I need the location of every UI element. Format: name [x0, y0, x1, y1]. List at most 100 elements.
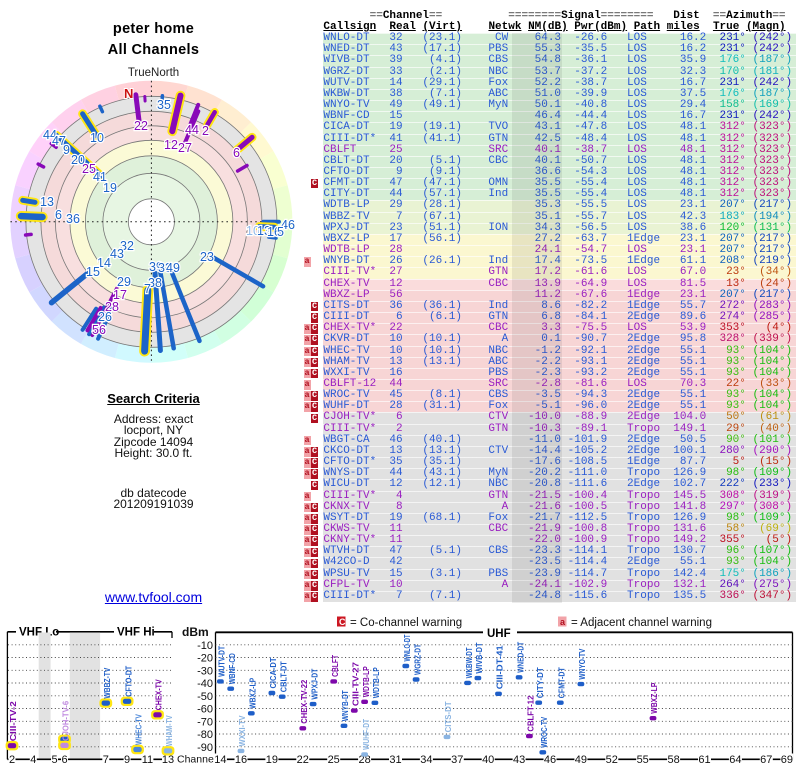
svg-text:17: 17 — [113, 288, 127, 302]
svg-text:22: 22 — [134, 119, 148, 133]
svg-text:VHF Hi: VHF Hi — [117, 627, 155, 639]
svg-text:49: 49 — [575, 754, 587, 766]
svg-text:44: 44 — [185, 123, 199, 137]
svg-text:CITS-DT: CITS-DT — [443, 701, 453, 733]
svg-text:-10: -10 — [197, 640, 213, 652]
svg-text:43: 43 — [513, 754, 525, 766]
svg-text:C: C — [339, 617, 346, 627]
svg-text:37: 37 — [451, 754, 463, 766]
svg-text:27: 27 — [178, 141, 192, 155]
svg-text:6: 6 — [61, 754, 67, 766]
svg-text:19: 19 — [266, 754, 278, 766]
svg-text:6: 6 — [233, 146, 240, 160]
svg-text:N: N — [124, 86, 133, 101]
svg-text:WNYO-TV: WNYO-TV — [577, 648, 587, 679]
svg-text:-80: -80 — [197, 729, 213, 741]
svg-text:52: 52 — [606, 754, 618, 766]
svg-text:2: 2 — [202, 124, 209, 138]
svg-text:22: 22 — [297, 754, 309, 766]
svg-text:46: 46 — [544, 754, 556, 766]
svg-text:-60: -60 — [197, 704, 213, 716]
svg-text:7: 7 — [144, 282, 151, 296]
svg-text:20: 20 — [71, 153, 85, 167]
svg-text:= Co-channel warning: = Co-channel warning — [350, 617, 462, 629]
svg-text:55: 55 — [637, 754, 649, 766]
svg-text:56: 56 — [92, 323, 106, 337]
svg-text:16: 16 — [235, 754, 247, 766]
svg-text:43: 43 — [110, 247, 124, 261]
svg-text:13: 13 — [162, 754, 174, 766]
svg-text:WBBZ-TV: WBBZ-TV — [102, 667, 112, 698]
svg-text:5: 5 — [51, 754, 57, 766]
svg-text:15: 15 — [86, 265, 100, 279]
svg-text:6: 6 — [55, 208, 62, 222]
svg-text:CFTO-DT: CFTO-DT — [123, 665, 133, 697]
svg-text:36: 36 — [66, 212, 80, 226]
svg-text:64: 64 — [729, 754, 741, 766]
svg-text:WIVB-DT: WIVB-DT — [474, 642, 484, 674]
svg-text:61: 61 — [698, 754, 710, 766]
svg-text:26: 26 — [98, 310, 112, 324]
svg-text:41: 41 — [93, 170, 107, 184]
svg-text:28: 28 — [105, 300, 119, 314]
svg-text:-30: -30 — [197, 665, 213, 677]
svg-text:14: 14 — [97, 256, 111, 270]
svg-text:= Adjacent channel warning: = Adjacent channel warning — [571, 617, 712, 629]
svg-text:40: 40 — [482, 754, 494, 766]
svg-text:WROC-TV: WROC-TV — [539, 717, 549, 748]
svg-text:69: 69 — [781, 754, 793, 766]
svg-text:WDTB-LP: WDTB-LP — [361, 666, 371, 697]
svg-text:29: 29 — [117, 275, 131, 289]
svg-text:CIII-TV-27: CIII-TV-27 — [351, 662, 361, 706]
svg-text:23: 23 — [200, 250, 214, 264]
svg-text:WHAM-TV: WHAM-TV — [164, 715, 174, 746]
svg-text:9: 9 — [124, 754, 130, 766]
svg-text:WHEC-TV: WHEC-TV — [134, 714, 144, 745]
svg-text:33: 33 — [158, 261, 172, 275]
svg-text:2: 2 — [9, 754, 15, 766]
svg-text:WXXI-TV: WXXI-TV — [237, 715, 247, 746]
svg-text:WUTV-DT: WUTV-DT — [217, 645, 227, 677]
svg-text:46: 46 — [281, 218, 295, 232]
svg-text:WDTB-LP: WDTB-LP — [371, 667, 381, 698]
svg-text:32: 32 — [120, 239, 134, 253]
svg-text:WBXZ-LP: WBXZ-LP — [649, 682, 659, 713]
svg-text:Channel: Channel — [177, 754, 216, 766]
svg-text:16: 16 — [267, 225, 281, 239]
svg-text:CBLT-DT: CBLT-DT — [278, 661, 288, 693]
svg-text:67: 67 — [760, 754, 772, 766]
svg-text:14: 14 — [214, 754, 226, 766]
svg-text:19: 19 — [103, 181, 117, 195]
svg-text:-50: -50 — [197, 691, 213, 703]
svg-text:34: 34 — [420, 754, 432, 766]
svg-text:-40: -40 — [197, 678, 213, 690]
svg-text:WBXZ-LP: WBXZ-LP — [248, 678, 258, 709]
svg-text:7: 7 — [103, 754, 109, 766]
svg-text:CHEX-TV: CHEX-TV — [154, 679, 164, 710]
svg-text:28: 28 — [358, 754, 370, 766]
svg-text:CIII-TV-2: CIII-TV-2 — [8, 701, 18, 741]
svg-text:CFMT-DT: CFMT-DT — [557, 667, 567, 699]
svg-text:31: 31 — [389, 754, 401, 766]
svg-text:25: 25 — [82, 162, 96, 176]
svg-text:CBLFT-12: CBLFT-12 — [526, 695, 536, 731]
svg-text:10: 10 — [246, 224, 260, 238]
svg-text:CIII-DT-41: CIII-DT-41 — [495, 645, 505, 689]
svg-text:WPXJ-DT: WPXJ-DT — [309, 668, 319, 700]
svg-text:WUHF-DT: WUHF-DT — [361, 718, 371, 750]
svg-text:WBNF-CD: WBNF-CD — [227, 653, 237, 684]
svg-text:4: 4 — [30, 754, 36, 766]
svg-text:a: a — [560, 617, 566, 627]
svg-text:13: 13 — [40, 195, 54, 209]
svg-text:CHEX-TV-22: CHEX-TV-22 — [299, 680, 309, 724]
svg-text:5: 5 — [277, 225, 284, 239]
svg-text:dBm: dBm — [182, 625, 209, 639]
svg-text:-90: -90 — [197, 742, 213, 754]
svg-text:12: 12 — [164, 138, 178, 152]
svg-text:13: 13 — [257, 224, 271, 238]
svg-text:-70: -70 — [197, 716, 213, 728]
svg-text:9: 9 — [63, 143, 70, 157]
svg-text:38: 38 — [148, 276, 162, 290]
svg-text:35: 35 — [157, 98, 171, 112]
svg-text:58: 58 — [667, 754, 679, 766]
